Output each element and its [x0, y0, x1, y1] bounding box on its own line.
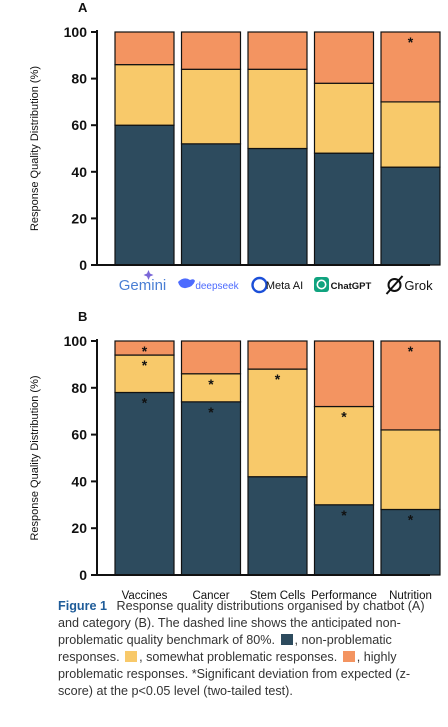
chatgpt-logo-icon	[314, 277, 329, 292]
x-tick-label-performance: Performance	[311, 590, 377, 602]
bar-stem-cells-somewhat-problematic	[247, 368, 308, 478]
bar-meta-ai-highly-problematic	[247, 31, 308, 70]
bar-grok-highly-problematic	[380, 31, 441, 103]
significance-marker: *	[341, 507, 347, 523]
bar-deepseek-highly-problematic	[180, 31, 242, 70]
significance-marker: *	[408, 343, 414, 359]
bar-vaccines-highly-problematic	[114, 340, 175, 356]
bar-deepseek-somewhat-problematic	[180, 68, 242, 145]
bar-vaccines-non-problematic	[114, 391, 175, 576]
deepseek-whale-icon	[178, 278, 195, 289]
bar-chatgpt-somewhat-problematic	[313, 82, 375, 154]
bar-nutrition-highly-problematic	[380, 340, 441, 431]
significance-marker: *	[208, 404, 214, 420]
x-tick-label-stem-cells: Stem Cells	[250, 590, 306, 602]
bar-gemini-non-problematic	[114, 124, 175, 266]
y-tick-label: 100	[64, 333, 88, 349]
x-tick-label-gemini: Gemini	[119, 277, 167, 294]
grok-logo-icon: Grok	[385, 275, 433, 295]
bar-performance-somewhat-problematic	[313, 405, 375, 506]
bar-meta-ai-somewhat-problematic	[247, 68, 308, 150]
significance-marker: *	[275, 371, 281, 387]
bar-nutrition-somewhat-problematic	[380, 429, 441, 511]
bar-stem-cells-non-problematic	[247, 476, 308, 576]
grok-logo-icon	[387, 278, 402, 292]
y-tick-label: 60	[71, 117, 87, 133]
gemini-sparkle-icon	[143, 270, 154, 280]
significance-marker: *	[408, 34, 414, 50]
y-tick-label: 0	[79, 567, 87, 583]
y-tick-label: 0	[79, 257, 87, 273]
caption-somewhat-text: , somewhat problematic responses.	[139, 650, 338, 664]
bar-performance-non-problematic	[313, 504, 375, 576]
bar-gemini-highly-problematic	[114, 31, 175, 66]
x-tick-label-chatgpt: ChatGPT	[331, 281, 372, 292]
caption-main-text: Response quality distributions organised…	[58, 599, 425, 647]
panel-letter: A	[78, 0, 88, 15]
significance-marker: *	[208, 376, 214, 392]
y-tick-label: 40	[71, 164, 87, 180]
significance-marker: *	[142, 394, 148, 410]
chart-panel-a: A Response Quality Distribution (%) * 0 20 40…	[29, 0, 441, 295]
y-axis-label: Response Quality Distribution (%)	[29, 66, 41, 231]
chatgpt-logo-icon: ChatGPT	[314, 277, 372, 292]
caption-non-text: , non-problematic responses.	[58, 633, 392, 664]
bar-grok-non-problematic	[380, 166, 441, 266]
panel-letter: B	[78, 309, 87, 324]
bar-chatgpt-non-problematic	[313, 152, 375, 266]
swatch-highly-problematic	[342, 651, 355, 662]
x-tick-label-meta-ai: Meta AI	[266, 280, 303, 292]
meta-ai-ring-icon: Meta AI	[251, 276, 303, 294]
caption-highly-text: , highly problematic responses. *Signifi…	[58, 650, 411, 698]
bar-chatgpt-highly-problematic	[313, 31, 375, 84]
y-tick-label: 60	[71, 427, 87, 443]
bar-meta-ai-non-problematic	[247, 147, 308, 266]
swatch-somewhat-problematic	[125, 651, 138, 662]
bar-performance-highly-problematic	[313, 340, 375, 408]
y-tick-label: 80	[71, 380, 87, 396]
gemini-logo-icon: Gemini	[119, 270, 167, 294]
bar-gemini-somewhat-problematic	[114, 64, 175, 126]
significance-marker: *	[408, 511, 414, 527]
grok-slash-icon	[385, 275, 404, 295]
x-tick-label-grok: Grok	[404, 278, 433, 293]
significance-marker: *	[142, 343, 148, 359]
x-tick-label-deepseek: deepseek	[195, 281, 239, 292]
significance-marker: *	[142, 357, 148, 373]
bar-deepseek-non-problematic	[180, 143, 242, 266]
bar-cancer-non-problematic	[180, 401, 242, 576]
deepseek-whale-icon: deepseek	[178, 278, 240, 292]
x-tick-label-nutrition: Nutrition	[389, 590, 432, 602]
caption-figure-label: Figure 1	[58, 599, 107, 613]
y-tick-label: 40	[71, 473, 87, 489]
significance-marker: *	[341, 409, 347, 425]
y-axis-label: Response Quality Distribution (%)	[29, 375, 41, 540]
y-tick-label: 80	[71, 71, 87, 87]
figure-caption: Figure 1 Response quality distributions …	[58, 598, 428, 700]
bar-stem-cells-highly-problematic	[247, 340, 308, 370]
y-tick-label: 20	[71, 210, 87, 226]
swatch-non-problematic	[280, 634, 293, 645]
x-tick-label-cancer: Cancer	[192, 590, 229, 602]
x-tick-label-vaccines: Vaccines	[122, 590, 168, 602]
bar-grok-somewhat-problematic	[380, 101, 441, 168]
meta-ai-ring-icon	[251, 276, 268, 294]
chatgpt-knot-icon	[316, 279, 327, 290]
y-tick-label: 20	[71, 520, 87, 536]
bar-cancer-highly-problematic	[180, 340, 242, 375]
y-tick-label: 100	[64, 24, 88, 40]
